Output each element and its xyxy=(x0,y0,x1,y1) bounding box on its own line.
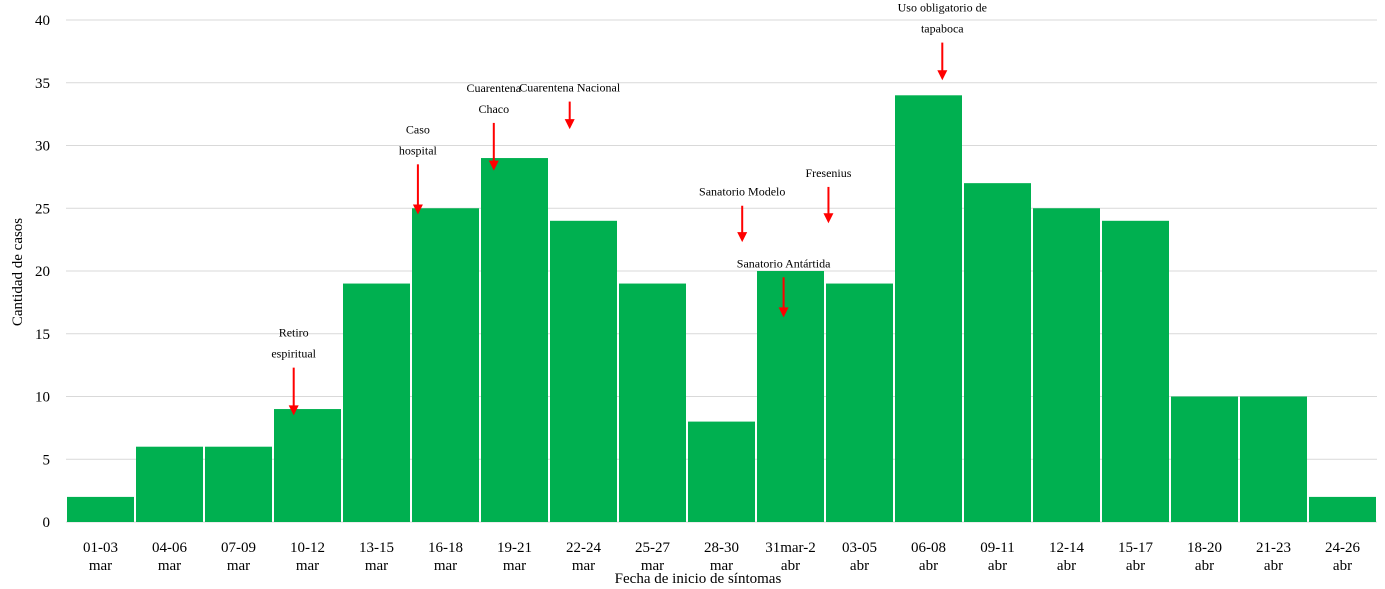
bar xyxy=(757,271,824,522)
y-tick-label: 5 xyxy=(43,452,51,468)
x-tick-label: 06-08 abr xyxy=(911,540,946,574)
y-tick-label: 25 xyxy=(35,201,50,217)
bar xyxy=(1171,396,1238,522)
annotation-arrow-head xyxy=(564,119,575,130)
annotation-label: Cuarentena Chaco xyxy=(466,81,521,116)
annotation-arrow-head xyxy=(778,307,789,318)
x-tick-label: 04-06 mar xyxy=(152,540,187,574)
x-tick-label: 24-26 abr xyxy=(1325,540,1360,574)
y-tick-label: 15 xyxy=(35,327,50,343)
annotation-label: Caso hospital xyxy=(399,122,438,157)
x-tick-label: 03-05 abr xyxy=(842,540,877,574)
bar xyxy=(964,183,1031,522)
x-axis-title: Fecha de inicio de síntomas xyxy=(615,571,782,587)
x-tick-label: 12-14 abr xyxy=(1049,540,1084,574)
y-tick-label: 20 xyxy=(35,264,50,280)
x-tick-label: 22-24 mar xyxy=(566,540,601,574)
annotation-label: Fresenius xyxy=(805,166,851,180)
annotations: Retiro espiritual Caso hospital Cuarentena Ch… xyxy=(271,1,987,416)
x-tick-label: 10-12 mar xyxy=(290,540,325,574)
annotation-arrow-head xyxy=(737,232,748,243)
bar xyxy=(67,496,134,522)
bar xyxy=(550,220,617,523)
y-axis-title: Cantidad de casos xyxy=(10,218,26,326)
annotation-arrow-head xyxy=(412,204,423,215)
annotation-arrow-head xyxy=(823,213,834,224)
y-tick-label: 35 xyxy=(35,76,50,92)
x-tick-label: 07-09 mar xyxy=(221,540,256,574)
annotation-arrow-head xyxy=(937,70,948,81)
annotation-label: Sanatorio Modelo xyxy=(699,185,785,199)
bar xyxy=(826,283,893,522)
bar xyxy=(1102,220,1169,523)
x-tick-label: 28-30 mar xyxy=(704,540,739,574)
x-tick-labels: 01-03 mar 04-06 mar 07-09 mar 10-12 mar 13-15 mar… xyxy=(83,540,1360,574)
y-tick-label: 10 xyxy=(35,390,50,406)
annotation-label: Uso obligatorio de tapaboca xyxy=(898,1,987,36)
bar xyxy=(136,446,203,522)
y-tick-labels: 0 5 10 15 20 25 30 35 40 xyxy=(35,13,50,531)
y-tick-label: 0 xyxy=(43,515,51,531)
bar xyxy=(895,95,962,523)
bar xyxy=(343,283,410,522)
x-tick-label: 09-11 abr xyxy=(980,540,1014,574)
x-tick-label: 13-15 mar xyxy=(359,540,394,574)
x-tick-label: 16-18 mar xyxy=(428,540,463,574)
bar xyxy=(688,421,755,522)
bar xyxy=(1240,396,1307,522)
bar xyxy=(205,446,272,522)
x-tick-label: 31mar-2 abr xyxy=(765,540,816,574)
annotation-arrow-head xyxy=(488,160,499,171)
bars xyxy=(67,95,1376,523)
y-tick-label: 30 xyxy=(35,139,50,155)
bar xyxy=(1309,496,1376,522)
y-tick-label: 40 xyxy=(35,13,50,29)
x-tick-label: 15-17 abr xyxy=(1118,540,1153,574)
bar xyxy=(274,409,341,522)
annotation-arrow-head xyxy=(288,405,299,416)
bar xyxy=(1033,208,1100,522)
x-tick-label: 19-21 mar xyxy=(497,540,532,574)
annotation-label: Cuarentena Nacional xyxy=(519,81,621,95)
x-tick-label: 18-20 abr xyxy=(1187,540,1222,574)
x-tick-label: 01-03 mar xyxy=(83,540,118,574)
bar xyxy=(412,208,479,522)
annotation-label: Retiro espiritual xyxy=(271,326,316,361)
x-tick-label: 25-27 mar xyxy=(635,540,670,574)
bar xyxy=(481,158,548,523)
bar xyxy=(619,283,686,522)
annotation-label: Sanatorio Antártida xyxy=(737,256,831,270)
x-tick-label: 21-23 abr xyxy=(1256,540,1291,574)
